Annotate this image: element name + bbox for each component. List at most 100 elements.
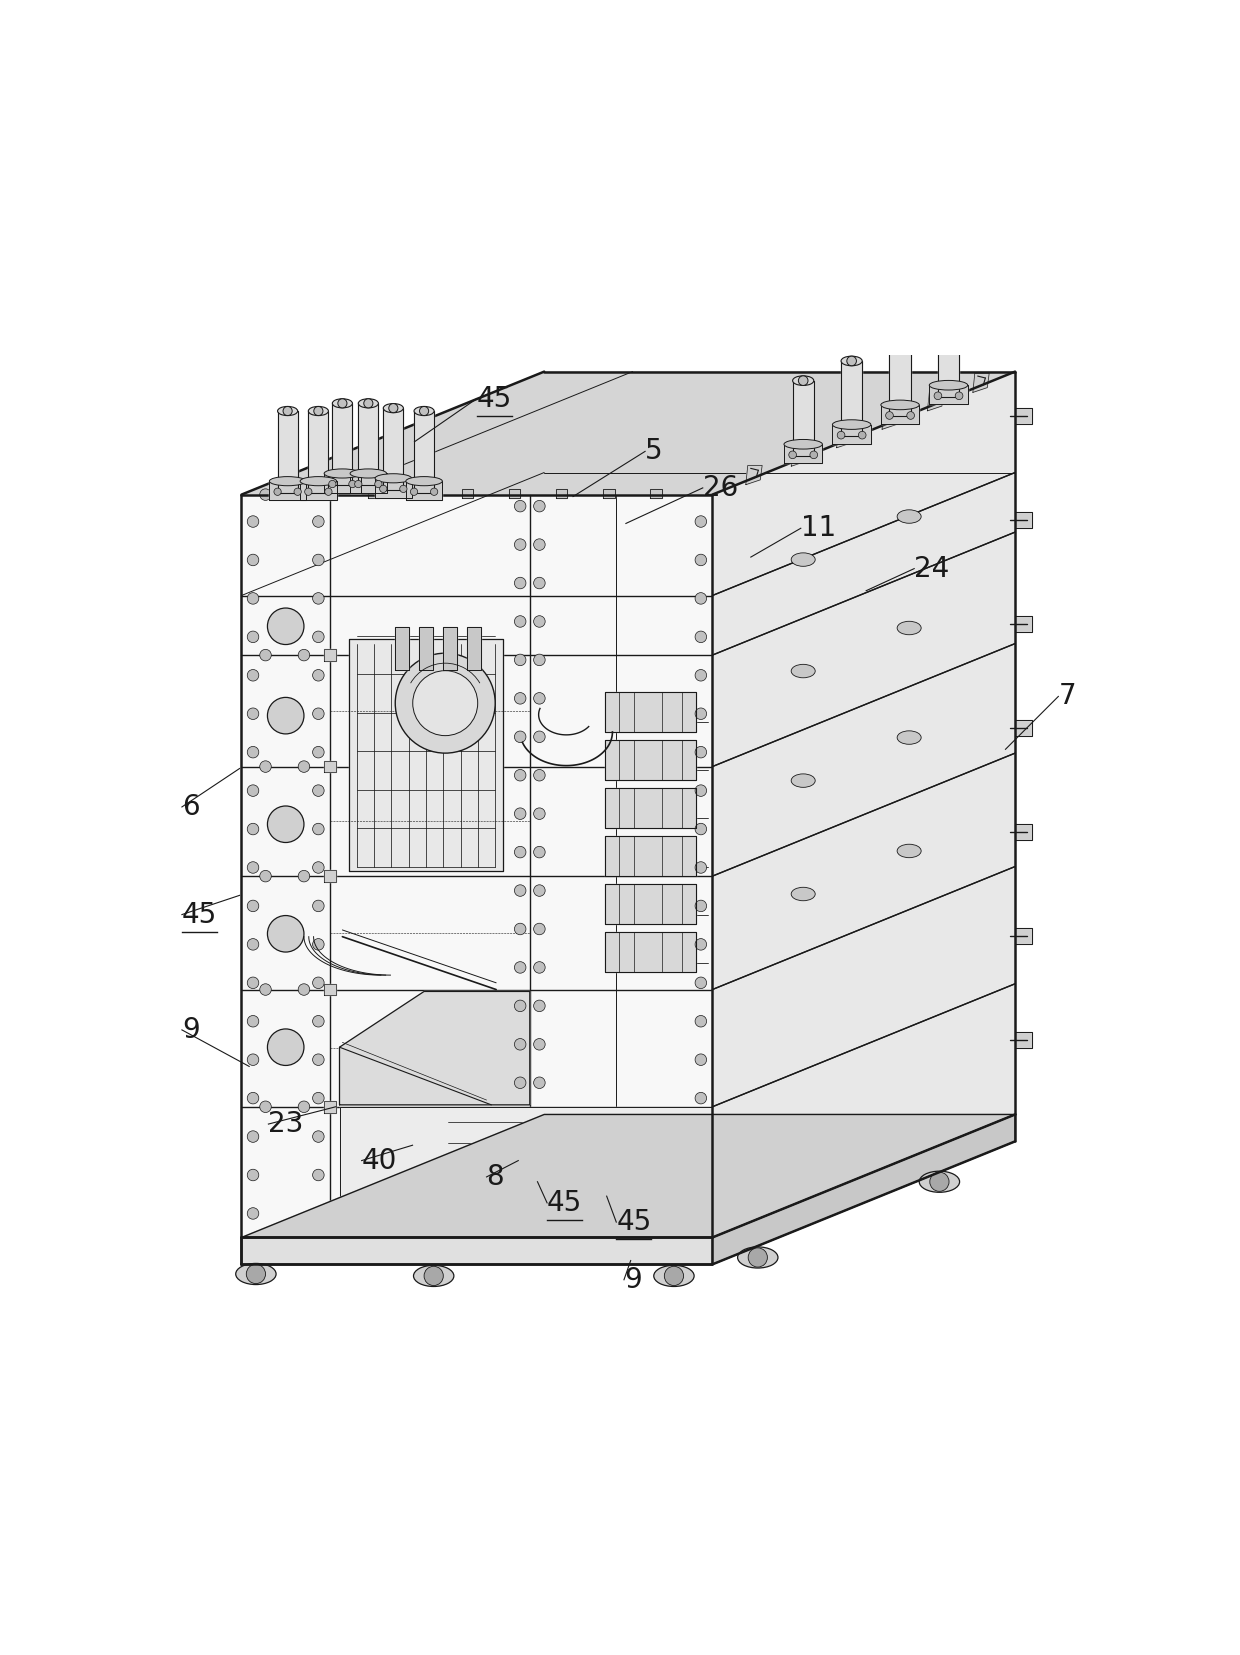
Polygon shape [832, 425, 870, 444]
Circle shape [312, 900, 324, 912]
Circle shape [312, 1130, 324, 1142]
Ellipse shape [880, 401, 919, 410]
Polygon shape [937, 321, 959, 397]
Circle shape [247, 938, 259, 950]
Circle shape [533, 1077, 546, 1089]
Ellipse shape [236, 1263, 277, 1284]
Polygon shape [784, 444, 822, 463]
Polygon shape [556, 488, 568, 498]
Circle shape [348, 480, 356, 488]
Circle shape [259, 761, 272, 773]
Text: 5: 5 [645, 437, 662, 465]
Circle shape [312, 1054, 324, 1066]
Circle shape [858, 432, 866, 439]
Ellipse shape [324, 468, 361, 478]
Polygon shape [242, 1114, 1016, 1238]
Polygon shape [300, 482, 336, 500]
Circle shape [533, 923, 546, 935]
Polygon shape [350, 473, 387, 493]
Ellipse shape [791, 775, 815, 788]
Polygon shape [278, 410, 298, 493]
Text: 23: 23 [268, 1111, 304, 1139]
Polygon shape [309, 410, 329, 493]
Polygon shape [242, 495, 712, 1238]
Circle shape [268, 915, 304, 952]
Ellipse shape [350, 468, 387, 478]
Ellipse shape [791, 887, 815, 900]
Circle shape [533, 654, 546, 665]
Circle shape [696, 1130, 707, 1142]
Circle shape [696, 900, 707, 912]
Circle shape [696, 938, 707, 950]
Polygon shape [340, 1107, 712, 1238]
Polygon shape [374, 478, 412, 498]
Circle shape [312, 976, 324, 988]
Polygon shape [242, 372, 1016, 495]
Ellipse shape [841, 356, 862, 366]
Ellipse shape [897, 732, 921, 745]
Polygon shape [340, 991, 529, 1106]
Circle shape [396, 654, 495, 753]
Text: 7: 7 [1058, 682, 1076, 710]
Circle shape [515, 692, 526, 703]
Polygon shape [324, 649, 336, 660]
Circle shape [696, 976, 707, 988]
Circle shape [247, 708, 259, 720]
Circle shape [810, 452, 817, 458]
Ellipse shape [897, 510, 921, 523]
Circle shape [259, 649, 272, 660]
Ellipse shape [897, 621, 921, 636]
Circle shape [533, 808, 546, 819]
Circle shape [533, 616, 546, 627]
Circle shape [312, 1168, 324, 1180]
Text: 11: 11 [801, 515, 836, 543]
Polygon shape [841, 361, 862, 437]
Polygon shape [1016, 513, 1033, 528]
Circle shape [298, 1101, 310, 1112]
Circle shape [515, 808, 526, 819]
Circle shape [312, 746, 324, 758]
Circle shape [885, 412, 893, 419]
Circle shape [696, 631, 707, 642]
Circle shape [312, 1016, 324, 1028]
Circle shape [419, 407, 429, 415]
Circle shape [298, 488, 310, 500]
Circle shape [696, 1092, 707, 1104]
Ellipse shape [414, 407, 434, 415]
Circle shape [696, 670, 707, 682]
Polygon shape [1016, 928, 1033, 943]
Circle shape [696, 784, 707, 796]
Circle shape [515, 923, 526, 935]
Text: 9: 9 [182, 1016, 200, 1044]
Circle shape [696, 862, 707, 874]
Ellipse shape [929, 381, 967, 391]
Circle shape [515, 1077, 526, 1089]
Circle shape [274, 488, 281, 495]
Circle shape [312, 708, 324, 720]
Circle shape [515, 885, 526, 897]
Ellipse shape [738, 1246, 777, 1268]
Polygon shape [973, 372, 990, 392]
Circle shape [533, 500, 546, 511]
Circle shape [305, 488, 312, 495]
Circle shape [247, 670, 259, 682]
Circle shape [247, 746, 259, 758]
Circle shape [515, 732, 526, 743]
Polygon shape [444, 627, 456, 670]
Circle shape [533, 1000, 546, 1011]
Circle shape [298, 983, 310, 995]
Polygon shape [889, 341, 910, 417]
Circle shape [247, 900, 259, 912]
Circle shape [312, 784, 324, 796]
Polygon shape [837, 429, 853, 449]
Circle shape [337, 399, 347, 407]
Circle shape [696, 1054, 707, 1066]
Circle shape [294, 488, 301, 495]
Circle shape [268, 1029, 304, 1066]
Polygon shape [1016, 824, 1033, 839]
Circle shape [515, 770, 526, 781]
Circle shape [247, 1168, 259, 1180]
Circle shape [533, 578, 546, 589]
Polygon shape [324, 871, 336, 882]
Text: 9: 9 [624, 1266, 642, 1294]
